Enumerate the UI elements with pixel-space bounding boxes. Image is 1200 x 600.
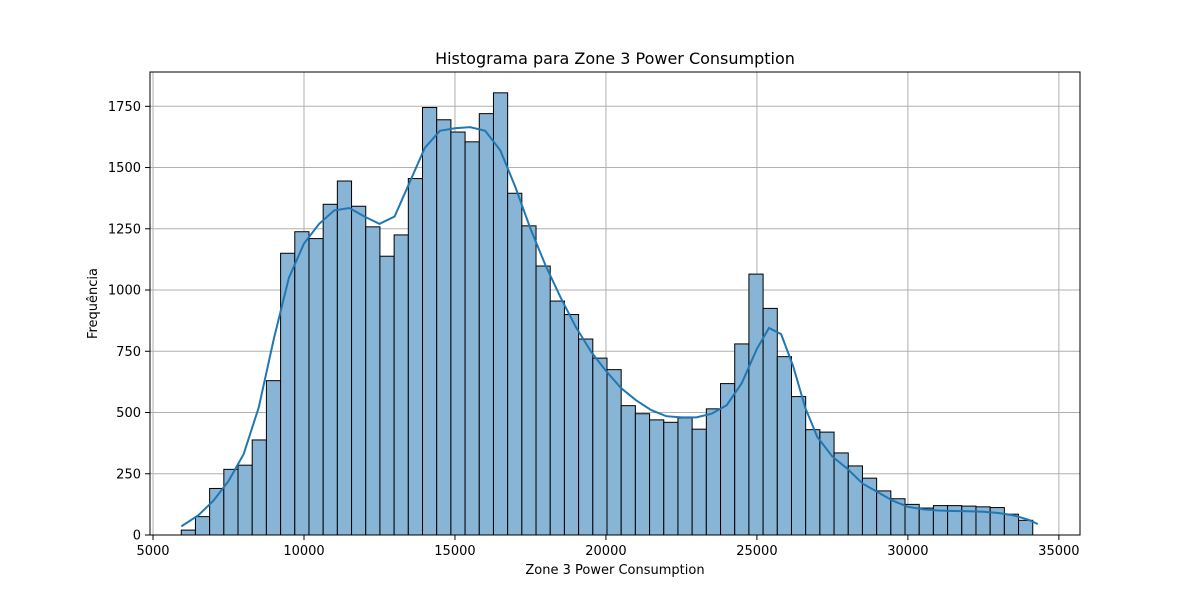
histogram-bar [251, 439, 267, 536]
x-tick-label: 15000 [434, 544, 475, 559]
histogram-bar [478, 113, 494, 536]
y-tick-label: 1500 [108, 161, 141, 176]
histogram-bar [450, 131, 466, 536]
histogram-bar [1003, 513, 1020, 536]
histogram-bar [507, 192, 523, 536]
histogram-bar [805, 429, 821, 536]
histogram-bar [280, 252, 296, 536]
histogram-bar [563, 314, 580, 536]
histogram-bar [422, 107, 438, 536]
kde-curve [180, 126, 1039, 528]
histogram-bar [549, 300, 565, 536]
histogram-bar [592, 357, 608, 536]
histogram-bar [748, 273, 764, 536]
y-tick-label: 0 [133, 529, 141, 544]
histogram-bars [180, 92, 1034, 536]
histogram-bar [578, 338, 594, 536]
histogram-bar [833, 452, 849, 536]
histogram-bar [663, 421, 679, 536]
histogram-bar [379, 255, 395, 536]
chart-title: Histograma para Zone 3 Power Consumption [435, 49, 795, 68]
histogram-bar [180, 529, 196, 536]
histogram-bar [620, 405, 636, 536]
histogram-bar [322, 203, 338, 536]
histogram-bar [308, 238, 324, 536]
histogram-bar [634, 413, 651, 536]
histogram-bar [351, 205, 367, 536]
histogram-bar [436, 119, 452, 536]
plot-frame [149, 71, 1081, 536]
y-tick-label: 1250 [108, 222, 141, 237]
x-tick-label: 35000 [1038, 544, 1079, 559]
y-tick-label: 1750 [108, 100, 141, 115]
y-tick-label: 750 [116, 345, 141, 360]
histogram-bar [265, 380, 282, 536]
histogram-bar [223, 468, 239, 536]
y-tick-label: 500 [116, 406, 141, 421]
histogram-bar [492, 92, 509, 536]
histogram-bar [535, 265, 551, 536]
x-tick-label: 20000 [585, 544, 626, 559]
x-tick-label: 10000 [283, 544, 324, 559]
histogram-bar [464, 141, 480, 536]
histogram-bar [762, 307, 778, 536]
histogram-bar [194, 516, 211, 536]
histogram-bar [237, 464, 253, 536]
x-tick-label: 30000 [887, 544, 928, 559]
histogram-bar [294, 231, 310, 536]
y-axis-ticks: 0 250 500 750 1000 1250 1500 1750 [108, 100, 150, 544]
histogram-bar [720, 383, 736, 536]
histogram-bar [606, 369, 622, 536]
x-tick-label: 25000 [736, 544, 777, 559]
histogram-bar [776, 356, 792, 536]
histogram-bar [407, 178, 424, 536]
histogram-bar [1018, 519, 1034, 536]
x-tick-label: 5000 [136, 544, 169, 559]
histogram-bar [819, 431, 835, 536]
histogram-bar [365, 226, 381, 536]
histogram-bar [649, 419, 665, 536]
histogram-bar [705, 408, 722, 536]
x-axis-label: Zone 3 Power Consumption [525, 563, 704, 578]
y-axis-label: Frequência [86, 268, 101, 339]
y-tick-label: 250 [116, 467, 141, 482]
histogram-bar [393, 234, 409, 536]
histogram-bar [790, 396, 807, 536]
histogram-bar [918, 507, 934, 536]
histogram-bar [677, 417, 693, 536]
histogram-bar [336, 180, 353, 536]
x-axis-ticks: 5000 10000 15000 20000 25000 30000 35000 [136, 535, 1080, 559]
y-tick-label: 1000 [108, 284, 141, 299]
histogram-bar [691, 428, 707, 536]
histogram-bar [521, 225, 537, 536]
